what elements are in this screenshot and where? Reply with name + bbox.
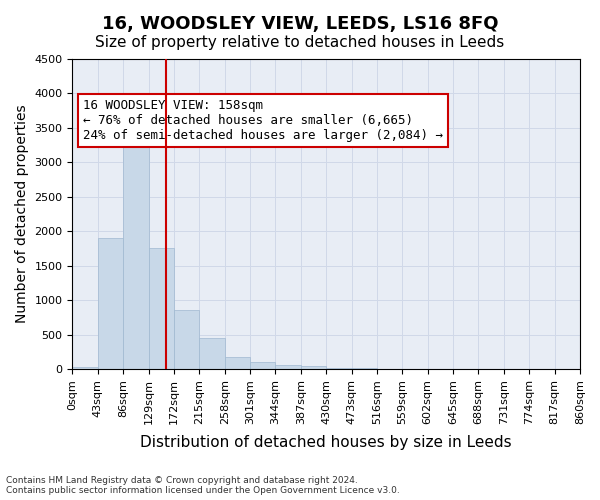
Bar bbox=[326, 368, 352, 369]
Bar bbox=[98, 238, 123, 369]
Bar bbox=[275, 365, 301, 369]
Bar bbox=[250, 362, 275, 369]
Text: Size of property relative to detached houses in Leeds: Size of property relative to detached ho… bbox=[95, 35, 505, 50]
Bar bbox=[174, 310, 199, 369]
Text: 16, WOODSLEY VIEW, LEEDS, LS16 8FQ: 16, WOODSLEY VIEW, LEEDS, LS16 8FQ bbox=[102, 15, 498, 33]
Bar bbox=[301, 366, 326, 369]
Bar bbox=[73, 367, 98, 369]
Bar bbox=[224, 357, 250, 369]
Bar bbox=[123, 130, 149, 369]
Bar bbox=[149, 248, 174, 369]
X-axis label: Distribution of detached houses by size in Leeds: Distribution of detached houses by size … bbox=[140, 435, 512, 450]
Bar bbox=[352, 368, 377, 369]
Text: 16 WOODSLEY VIEW: 158sqm
← 76% of detached houses are smaller (6,665)
24% of sem: 16 WOODSLEY VIEW: 158sqm ← 76% of detach… bbox=[83, 100, 443, 142]
Y-axis label: Number of detached properties: Number of detached properties bbox=[15, 104, 29, 324]
Text: Contains HM Land Registry data © Crown copyright and database right 2024.
Contai: Contains HM Land Registry data © Crown c… bbox=[6, 476, 400, 495]
Bar bbox=[199, 338, 224, 369]
